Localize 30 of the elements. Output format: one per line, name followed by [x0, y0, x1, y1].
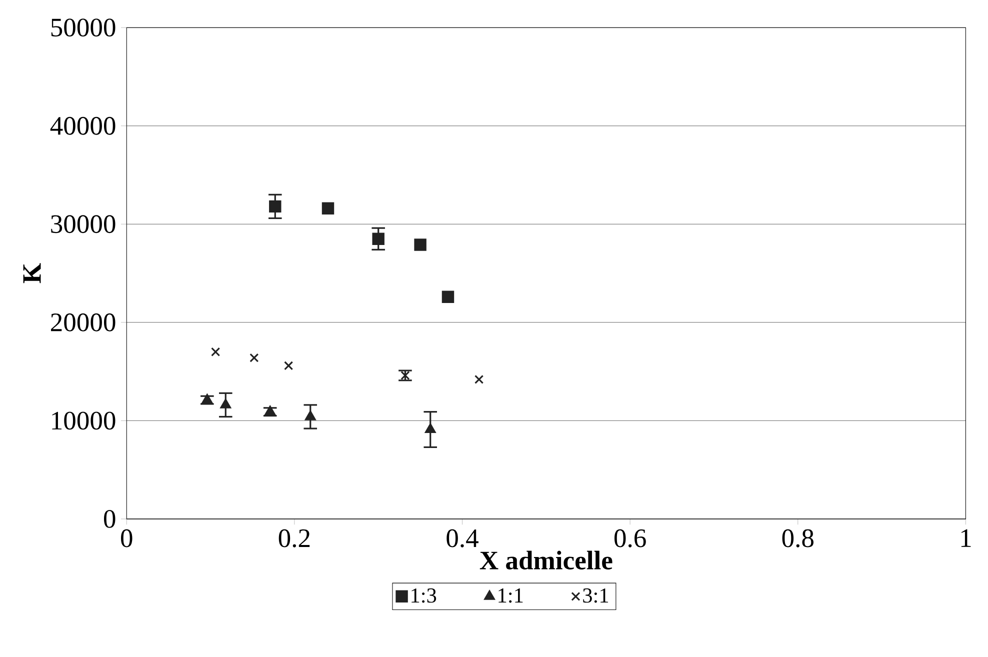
legend-label: 3:1 [583, 588, 608, 603]
point [304, 410, 316, 420]
point [400, 370, 410, 380]
x-tick-label: 0.4 [446, 529, 478, 548]
x-tick-label: 1 [961, 529, 971, 547]
legend-label: 1:3 [412, 588, 436, 603]
point [211, 347, 220, 356]
x-tick-label: 0.2 [278, 529, 310, 548]
x-tick-label: 0.8 [782, 529, 814, 548]
y-tick-label: 40000 [50, 116, 116, 135]
x-tick-label: 0.6 [614, 529, 646, 548]
point [372, 232, 384, 246]
y-axis-title: K [23, 263, 41, 284]
point [442, 290, 454, 304]
x-axis-title: X admicelle [480, 550, 612, 570]
point [220, 398, 232, 408]
point [414, 238, 426, 251]
point [322, 202, 334, 215]
y-tick-label: 50000 [51, 18, 116, 37]
point [474, 374, 484, 384]
y-tick-label: 20000 [51, 313, 116, 332]
point [269, 200, 282, 213]
x-tick-label: 0 [121, 529, 132, 548]
legend-label: 1:1 [498, 588, 523, 603]
point [250, 353, 259, 362]
y-tick-label: 10000 [52, 412, 116, 430]
y-tick-label: 30000 [51, 215, 116, 234]
point [284, 361, 294, 370]
y-tick-label: 0 [104, 510, 116, 528]
point [424, 423, 436, 434]
